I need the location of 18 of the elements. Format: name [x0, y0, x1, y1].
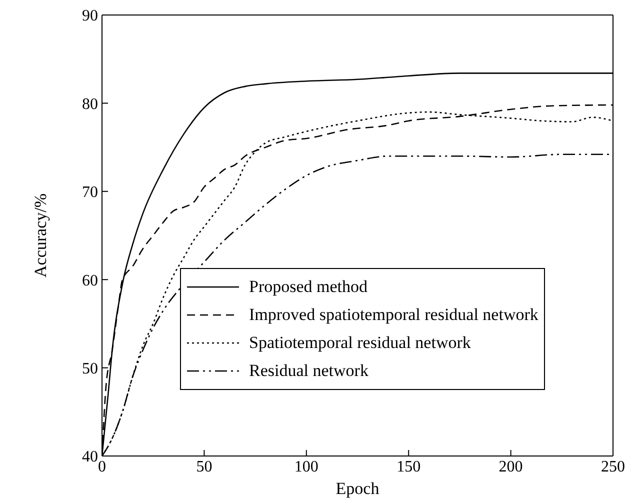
- x-tick-label: 250: [601, 458, 625, 476]
- x-tick-label: 0: [98, 458, 106, 476]
- x-tick-label: 150: [396, 458, 421, 476]
- y-tick-label: 80: [82, 96, 98, 113]
- legend-label: Residual network: [249, 361, 368, 381]
- y-tick-label: 90: [82, 8, 98, 25]
- y-tick-label: 70: [82, 184, 98, 202]
- x-tick-label: 100: [294, 458, 318, 476]
- x-tick-label: 200: [498, 458, 523, 476]
- legend-label: Improved spatiotemporal residual network: [249, 305, 538, 325]
- y-axis-title: Accuracy/%: [31, 193, 50, 278]
- y-tick-label: 40: [82, 448, 98, 466]
- legend-label: Spatiotemporal residual network: [249, 333, 471, 353]
- x-axis-title: Epoch: [336, 479, 380, 498]
- x-tick-label: 50: [196, 458, 212, 476]
- y-tick-label: 50: [82, 360, 98, 378]
- y-tick-label: 60: [82, 272, 98, 290]
- legend-label: Proposed method: [249, 277, 368, 297]
